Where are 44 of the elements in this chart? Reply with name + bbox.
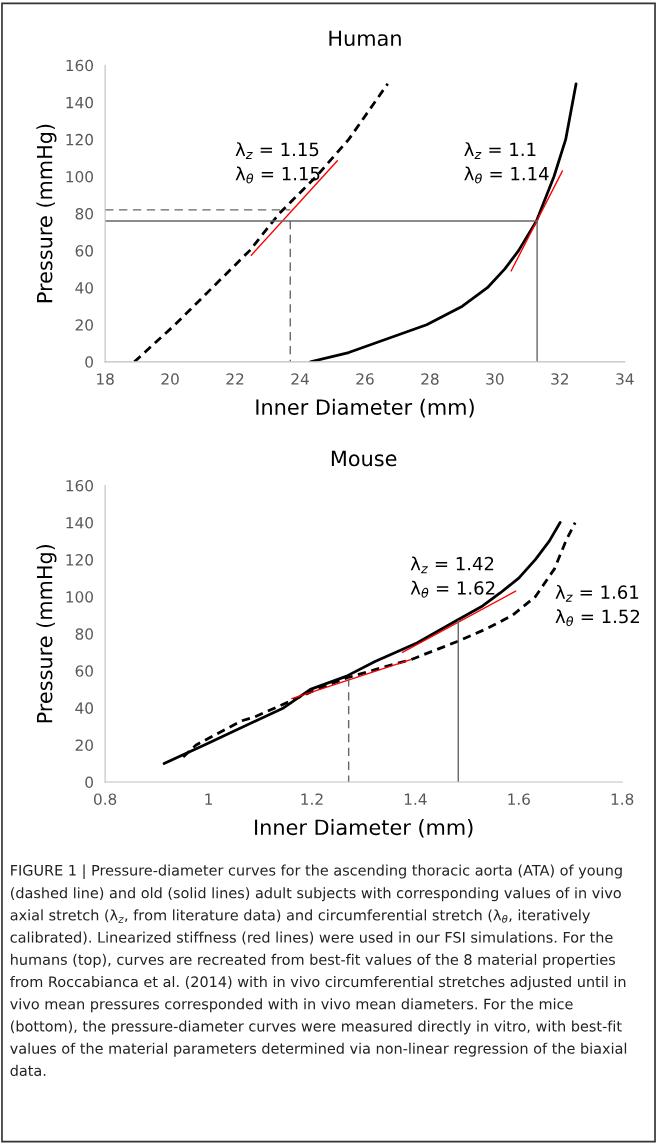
x-tick-label: 0.8 <box>93 793 117 805</box>
x-tick-label: 24 <box>291 373 309 385</box>
y-tick-label: 100 <box>66 170 93 183</box>
y-tick-label: 140 <box>66 517 93 529</box>
y-tick-label: 20 <box>75 319 93 331</box>
y-tick-label: 120 <box>66 133 93 146</box>
x-tick-label: 28 <box>421 373 439 385</box>
y-tick-label: 80 <box>75 628 93 640</box>
x-tick-label: 32 <box>551 373 569 385</box>
x-tick-label: 1.4 <box>404 793 427 805</box>
y-tick-label: 120 <box>66 554 93 566</box>
x-tick-label: 20 <box>161 373 179 385</box>
annotation: λ$_{z}$ = 1.42 λ$_{θ}$ = 1.62 <box>410 556 495 598</box>
y-tick-label: 20 <box>75 739 93 751</box>
y-tick-label: 80 <box>75 208 93 220</box>
y-tick-label: 0 <box>85 356 93 368</box>
y-tick-label: 160 <box>66 59 93 72</box>
y-axis-title: Pressure (mmHg) <box>36 124 57 303</box>
x-tick-label: 34 <box>616 373 634 385</box>
x-axis-title: Inner Diameter (mm) <box>256 398 474 418</box>
y-tick-label: 40 <box>75 282 93 294</box>
y-tick-label: 0 <box>85 776 93 789</box>
x-tick-label: 18 <box>97 373 114 385</box>
x-tick-label: 1 <box>205 793 212 805</box>
chart-title: Human <box>329 30 401 47</box>
annotation: λ$_{z}$ = 1.61 λ$_{θ}$ = 1.52 <box>555 584 640 627</box>
x-axis-title: Inner Diameter (mm) <box>255 819 473 838</box>
y-tick-label: 100 <box>66 591 93 603</box>
y-axis-title: Pressure (mmHg) <box>36 544 57 723</box>
y-tick-label: 40 <box>75 702 93 714</box>
x-tick-label: 30 <box>486 373 504 385</box>
x-tick-label: 1.8 <box>611 793 634 805</box>
y-tick-label: 60 <box>75 665 93 677</box>
x-tick-label: 26 <box>356 373 374 385</box>
y-tick-label: 160 <box>66 479 93 492</box>
annotation: λ$_{z}$ = 1.15 λ$_{θ}$ = 1.15 <box>235 142 320 184</box>
text: FIGURE 1 | Pressure-diameter curves for the ascending thoracic aorta (ATA) of young (dashed line) and old (solid lines) adult subjects with corresponding values of in vivo axial stretch (λ$_{z}$, from literature data) and circumferential stretch (λ$_{θ}$, iteratively calibrated). Linearized stiffness (red lines) were used in our FSI simulations. For the humans (top), curves are recreated from best-fit values of the 8 material properties from Roccabianca et al. (2014) with in vivo circumferential stretches adjusted until in vivo mean pressures corresponded with in vivo mean diameters. For the mice (bottom), the pressure-diameter curves were measured directly in vitro, with best-fit values of the material parameters determined via non-linear regression of the biaxial data. <box>10 864 627 1077</box>
annotation: λ$_{z}$ = 1.1 λ$_{θ}$ = 1.14 <box>464 142 549 184</box>
y-tick-label: 140 <box>66 96 93 109</box>
x-tick-label: 22 <box>226 373 244 385</box>
x-tick-label: 1.2 <box>301 793 323 805</box>
x-tick-label: 1.6 <box>508 793 530 805</box>
y-tick-label: 60 <box>75 245 93 257</box>
chart-title: Mouse <box>331 450 397 467</box>
